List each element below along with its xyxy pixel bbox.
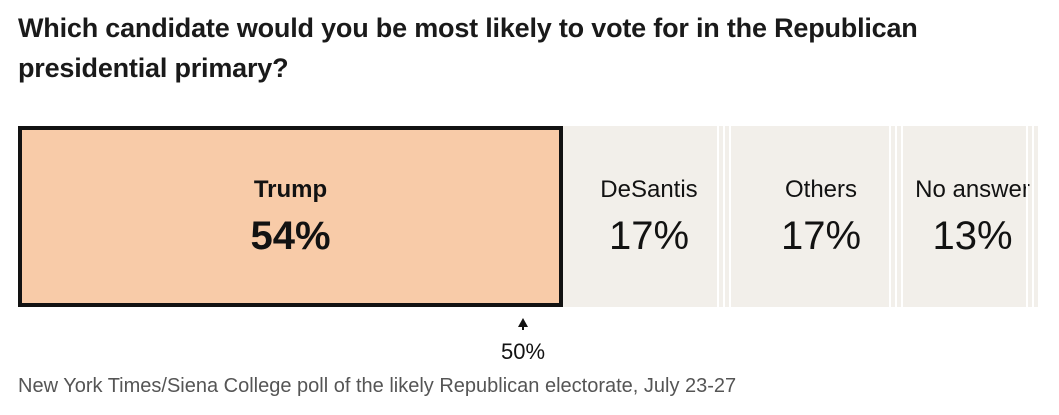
segment-value: 17%	[608, 214, 690, 258]
segment-divider	[901, 126, 903, 307]
fifty-percent-label: 50%	[500, 339, 546, 364]
segment-divider	[895, 126, 897, 307]
marker-tick	[522, 327, 524, 330]
segment-label: No answer	[915, 176, 1030, 203]
segment-value: 54%	[250, 214, 331, 258]
segment-value: 17%	[780, 214, 862, 258]
bar-segment-desantis: DeSantis 17%	[563, 126, 735, 307]
source-note: New York Times/Siena College poll of the…	[18, 375, 737, 397]
stacked-bar: Trump 54% DeSantis 17% Others 17% No answer 13%	[18, 126, 1038, 307]
segment-value: 13%	[932, 214, 1013, 258]
segment-divider	[1032, 126, 1034, 307]
chart-title: Which candidate would you be most likely…	[18, 13, 918, 83]
segment-divider	[729, 126, 731, 307]
bar-segment-others: Others 17%	[735, 126, 907, 307]
segment-divider	[889, 126, 891, 307]
segment-divider	[723, 126, 725, 307]
segment-label: Trump	[253, 176, 328, 203]
marker-arrow-icon	[518, 318, 528, 327]
fifty-percent-marker	[503, 318, 543, 330]
segment-label: DeSantis	[600, 176, 698, 203]
segment-divider	[1026, 126, 1028, 307]
segment-divider	[717, 126, 719, 307]
bar-segment-no-answer: No answer 13%	[907, 126, 1038, 307]
segment-label: Others	[784, 176, 858, 203]
bar-segment-trump: Trump 54%	[18, 126, 563, 307]
